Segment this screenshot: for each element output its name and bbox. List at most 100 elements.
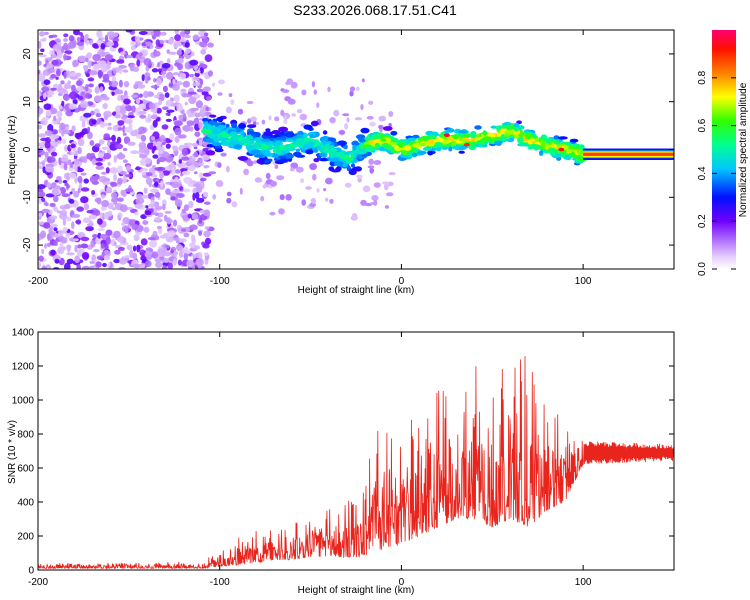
heatmap-cell (74, 244, 78, 253)
heatmap-cell (470, 133, 476, 139)
heatmap-cell (62, 180, 68, 184)
heatmap-cell (147, 76, 151, 81)
heatmap-cell (382, 126, 393, 131)
heatmap-cell (187, 110, 192, 118)
heatmap-cell (174, 34, 182, 42)
heatmap-cell (159, 60, 164, 66)
heatmap-cell (77, 139, 85, 147)
heatmap-cell (347, 157, 354, 161)
heatmap-cell (157, 212, 164, 218)
heatmap-cell (238, 123, 247, 129)
heatmap-cell (54, 179, 60, 183)
heatmap-cell (38, 90, 41, 98)
heatmap-cell (83, 65, 89, 72)
y-tick-label: 1200 (12, 362, 35, 373)
heatmap-cell (178, 159, 182, 164)
heatmap-cell (333, 109, 340, 117)
heatmap-cell (203, 165, 210, 169)
heatmap-cell (186, 259, 194, 268)
heatmap-cell (177, 134, 187, 139)
heatmap-cell (49, 92, 55, 96)
heatmap-cell (279, 144, 285, 151)
heatmap-cell (66, 184, 71, 189)
heatmap-cell (262, 184, 266, 189)
heatmap-cell (127, 141, 136, 146)
heatmap-cell (123, 98, 131, 105)
heatmap-cell (43, 222, 51, 229)
heatmap-cell (168, 51, 177, 55)
heatmap-cell (190, 180, 197, 184)
heatmap-cell (239, 139, 250, 144)
heatmap-cell (325, 197, 329, 202)
heatmap-cell (305, 186, 312, 190)
heatmap-cell (101, 200, 109, 207)
heatmap-cell (181, 170, 191, 175)
heatmap-cell (303, 143, 313, 149)
heatmap-cell (318, 157, 329, 162)
heatmap-cell (152, 154, 159, 159)
heatmap-cell (107, 202, 114, 210)
heatmap-cell (278, 208, 285, 215)
heatmap-cell (87, 131, 93, 140)
heatmap-cell (139, 93, 143, 98)
heatmap-cell (381, 148, 387, 152)
heatmap-cell (159, 134, 166, 142)
heatmap-cell (193, 94, 201, 98)
heatmap-cell (148, 167, 154, 174)
heatmap-cell (196, 88, 204, 93)
heatmap-cell (388, 123, 392, 128)
heatmap-cell (56, 210, 61, 214)
heatmap-cell (246, 160, 254, 167)
heatmap-cell (66, 244, 72, 250)
heatmap-cell (98, 175, 108, 183)
heatmap-cell (49, 226, 54, 230)
heatmap-cell (505, 124, 514, 129)
heatmap-cell (166, 71, 174, 80)
heatmap-cell (534, 138, 540, 142)
heatmap-cell (45, 193, 55, 198)
heatmap-cell (155, 261, 163, 268)
x-tick-label: 0 (399, 577, 405, 588)
heatmap-cell (145, 260, 152, 268)
heatmap-cell (274, 164, 279, 169)
heatmap-cell (344, 182, 352, 188)
heatmap-cell (173, 120, 183, 127)
heatmap-cell (252, 160, 258, 164)
heatmap-cell (369, 121, 376, 127)
heatmap-cell (198, 172, 204, 179)
heatmap-cell (132, 66, 140, 73)
heatmap-cell (182, 188, 191, 193)
heatmap-cell (122, 132, 127, 136)
heatmap-cell (85, 57, 89, 63)
heatmap-cell (246, 135, 254, 140)
heatmap-cell (170, 195, 176, 201)
heatmap-cell (207, 132, 217, 139)
heatmap-cell (76, 206, 84, 212)
heatmap-cell (323, 147, 330, 153)
heatmap-cell (373, 182, 381, 188)
heatmap-cell (517, 125, 525, 130)
heatmap-cell (113, 173, 117, 182)
heatmap-cell (46, 242, 51, 247)
heatmap-cell (385, 192, 394, 197)
heatmap-cell (199, 36, 208, 39)
heatmap-cell (135, 197, 145, 205)
heatmap-cell (390, 137, 398, 141)
y-tick-label: 0 (22, 146, 33, 152)
heatmap-cell (131, 263, 141, 269)
heatmap-cell (313, 141, 323, 146)
heatmap-cell (74, 132, 80, 139)
heatmap-cell (458, 136, 464, 142)
heatmap-cell (160, 71, 167, 75)
heatmap-cell (141, 74, 145, 82)
heatmap-cell (448, 146, 453, 152)
heatmap-cell (205, 150, 216, 156)
heatmap-cell (129, 249, 134, 257)
heatmap-cell (142, 220, 149, 226)
heatmap-cell (301, 199, 307, 206)
heatmap-cell (118, 65, 127, 69)
heatmap-cell (99, 86, 104, 93)
heatmap-cell (300, 178, 304, 183)
heatmap-cell (150, 200, 155, 206)
heatmap-cell (208, 70, 213, 77)
